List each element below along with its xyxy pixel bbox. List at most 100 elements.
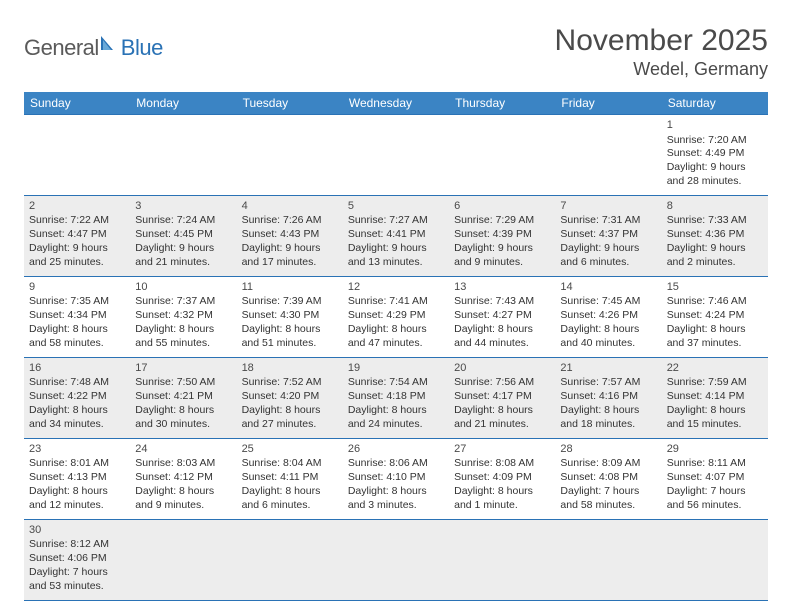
calendar-week: 16Sunrise: 7:48 AMSunset: 4:22 PMDayligh… xyxy=(24,357,768,438)
calendar-cell xyxy=(555,519,661,600)
calendar-cell: 25Sunrise: 8:04 AMSunset: 4:11 PMDayligh… xyxy=(237,438,343,519)
calendar-cell: 14Sunrise: 7:45 AMSunset: 4:26 PMDayligh… xyxy=(555,276,661,357)
daylight-text: Daylight: 8 hours and 58 minutes. xyxy=(29,323,125,351)
calendar-cell: 21Sunrise: 7:57 AMSunset: 4:16 PMDayligh… xyxy=(555,357,661,438)
day-number: 24 xyxy=(135,442,231,457)
sunrise-text: Sunrise: 7:43 AM xyxy=(454,295,550,309)
day-number: 16 xyxy=(29,361,125,376)
calendar-cell: 28Sunrise: 8:09 AMSunset: 4:08 PMDayligh… xyxy=(555,438,661,519)
daylight-text: Daylight: 9 hours and 6 minutes. xyxy=(560,242,656,270)
day-header: Friday xyxy=(555,92,661,115)
sunset-text: Sunset: 4:20 PM xyxy=(242,390,338,404)
sunrise-text: Sunrise: 7:22 AM xyxy=(29,214,125,228)
sunrise-text: Sunrise: 7:26 AM xyxy=(242,214,338,228)
daylight-text: Daylight: 8 hours and 12 minutes. xyxy=(29,485,125,513)
sunset-text: Sunset: 4:10 PM xyxy=(348,471,444,485)
daylight-text: Daylight: 9 hours and 28 minutes. xyxy=(667,161,763,189)
calendar-cell: 29Sunrise: 8:11 AMSunset: 4:07 PMDayligh… xyxy=(662,438,768,519)
sunrise-text: Sunrise: 7:52 AM xyxy=(242,376,338,390)
sunset-text: Sunset: 4:24 PM xyxy=(667,309,763,323)
calendar-week: 30Sunrise: 8:12 AMSunset: 4:06 PMDayligh… xyxy=(24,519,768,600)
calendar-cell xyxy=(343,115,449,196)
day-number: 27 xyxy=(454,442,550,457)
calendar-cell: 1Sunrise: 7:20 AMSunset: 4:49 PMDaylight… xyxy=(662,115,768,196)
calendar-cell xyxy=(449,115,555,196)
calendar-cell: 7Sunrise: 7:31 AMSunset: 4:37 PMDaylight… xyxy=(555,195,661,276)
daylight-text: Daylight: 8 hours and 21 minutes. xyxy=(454,404,550,432)
daylight-text: Daylight: 8 hours and 3 minutes. xyxy=(348,485,444,513)
sunset-text: Sunset: 4:37 PM xyxy=(560,228,656,242)
sunrise-text: Sunrise: 7:57 AM xyxy=(560,376,656,390)
daylight-text: Daylight: 9 hours and 25 minutes. xyxy=(29,242,125,270)
day-number: 2 xyxy=(29,199,125,214)
day-number: 13 xyxy=(454,280,550,295)
day-header: Saturday xyxy=(662,92,768,115)
calendar-week: 1Sunrise: 7:20 AMSunset: 4:49 PMDaylight… xyxy=(24,115,768,196)
sunset-text: Sunset: 4:47 PM xyxy=(29,228,125,242)
sunset-text: Sunset: 4:30 PM xyxy=(242,309,338,323)
day-number: 30 xyxy=(29,523,125,538)
sunset-text: Sunset: 4:26 PM xyxy=(560,309,656,323)
day-number: 22 xyxy=(667,361,763,376)
calendar-cell xyxy=(449,519,555,600)
daylight-text: Daylight: 8 hours and 6 minutes. xyxy=(242,485,338,513)
calendar-cell: 5Sunrise: 7:27 AMSunset: 4:41 PMDaylight… xyxy=(343,195,449,276)
day-number: 10 xyxy=(135,280,231,295)
calendar-cell: 6Sunrise: 7:29 AMSunset: 4:39 PMDaylight… xyxy=(449,195,555,276)
daylight-text: Daylight: 8 hours and 15 minutes. xyxy=(667,404,763,432)
sunset-text: Sunset: 4:17 PM xyxy=(454,390,550,404)
daylight-text: Daylight: 8 hours and 44 minutes. xyxy=(454,323,550,351)
calendar-cell: 20Sunrise: 7:56 AMSunset: 4:17 PMDayligh… xyxy=(449,357,555,438)
sunset-text: Sunset: 4:11 PM xyxy=(242,471,338,485)
day-header: Wednesday xyxy=(343,92,449,115)
location: Wedel, Germany xyxy=(555,59,768,80)
sunset-text: Sunset: 4:29 PM xyxy=(348,309,444,323)
calendar-cell: 9Sunrise: 7:35 AMSunset: 4:34 PMDaylight… xyxy=(24,276,130,357)
calendar-cell: 12Sunrise: 7:41 AMSunset: 4:29 PMDayligh… xyxy=(343,276,449,357)
sunrise-text: Sunrise: 7:46 AM xyxy=(667,295,763,309)
daylight-text: Daylight: 8 hours and 18 minutes. xyxy=(560,404,656,432)
calendar-cell: 16Sunrise: 7:48 AMSunset: 4:22 PMDayligh… xyxy=(24,357,130,438)
day-number: 15 xyxy=(667,280,763,295)
day-number: 18 xyxy=(242,361,338,376)
calendar-cell: 22Sunrise: 7:59 AMSunset: 4:14 PMDayligh… xyxy=(662,357,768,438)
day-number: 28 xyxy=(560,442,656,457)
sunrise-text: Sunrise: 8:12 AM xyxy=(29,538,125,552)
calendar-week: 2Sunrise: 7:22 AMSunset: 4:47 PMDaylight… xyxy=(24,195,768,276)
calendar-cell: 19Sunrise: 7:54 AMSunset: 4:18 PMDayligh… xyxy=(343,357,449,438)
sunset-text: Sunset: 4:22 PM xyxy=(29,390,125,404)
daylight-text: Daylight: 8 hours and 51 minutes. xyxy=(242,323,338,351)
day-header-row: Sunday Monday Tuesday Wednesday Thursday… xyxy=(24,92,768,115)
calendar-table: Sunday Monday Tuesday Wednesday Thursday… xyxy=(24,92,768,601)
calendar-cell: 13Sunrise: 7:43 AMSunset: 4:27 PMDayligh… xyxy=(449,276,555,357)
calendar-cell: 4Sunrise: 7:26 AMSunset: 4:43 PMDaylight… xyxy=(237,195,343,276)
daylight-text: Daylight: 9 hours and 2 minutes. xyxy=(667,242,763,270)
day-header: Thursday xyxy=(449,92,555,115)
sunrise-text: Sunrise: 7:56 AM xyxy=(454,376,550,390)
sunset-text: Sunset: 4:39 PM xyxy=(454,228,550,242)
calendar-cell: 2Sunrise: 7:22 AMSunset: 4:47 PMDaylight… xyxy=(24,195,130,276)
calendar-cell: 26Sunrise: 8:06 AMSunset: 4:10 PMDayligh… xyxy=(343,438,449,519)
day-number: 19 xyxy=(348,361,444,376)
day-number: 5 xyxy=(348,199,444,214)
calendar-body: 1Sunrise: 7:20 AMSunset: 4:49 PMDaylight… xyxy=(24,115,768,601)
sunrise-text: Sunrise: 7:37 AM xyxy=(135,295,231,309)
title-block: November 2025 Wedel, Germany xyxy=(555,24,768,80)
day-number: 14 xyxy=(560,280,656,295)
calendar-cell xyxy=(662,519,768,600)
day-number: 25 xyxy=(242,442,338,457)
sunrise-text: Sunrise: 8:01 AM xyxy=(29,457,125,471)
logo: General Blue xyxy=(24,24,163,61)
calendar-cell xyxy=(237,519,343,600)
calendar-cell xyxy=(130,519,236,600)
sunrise-text: Sunrise: 7:29 AM xyxy=(454,214,550,228)
sunset-text: Sunset: 4:49 PM xyxy=(667,147,763,161)
day-number: 6 xyxy=(454,199,550,214)
sunrise-text: Sunrise: 8:11 AM xyxy=(667,457,763,471)
day-number: 17 xyxy=(135,361,231,376)
calendar-cell xyxy=(237,115,343,196)
day-number: 11 xyxy=(242,280,338,295)
sunset-text: Sunset: 4:07 PM xyxy=(667,471,763,485)
sail-icon xyxy=(99,34,119,57)
sunrise-text: Sunrise: 7:35 AM xyxy=(29,295,125,309)
